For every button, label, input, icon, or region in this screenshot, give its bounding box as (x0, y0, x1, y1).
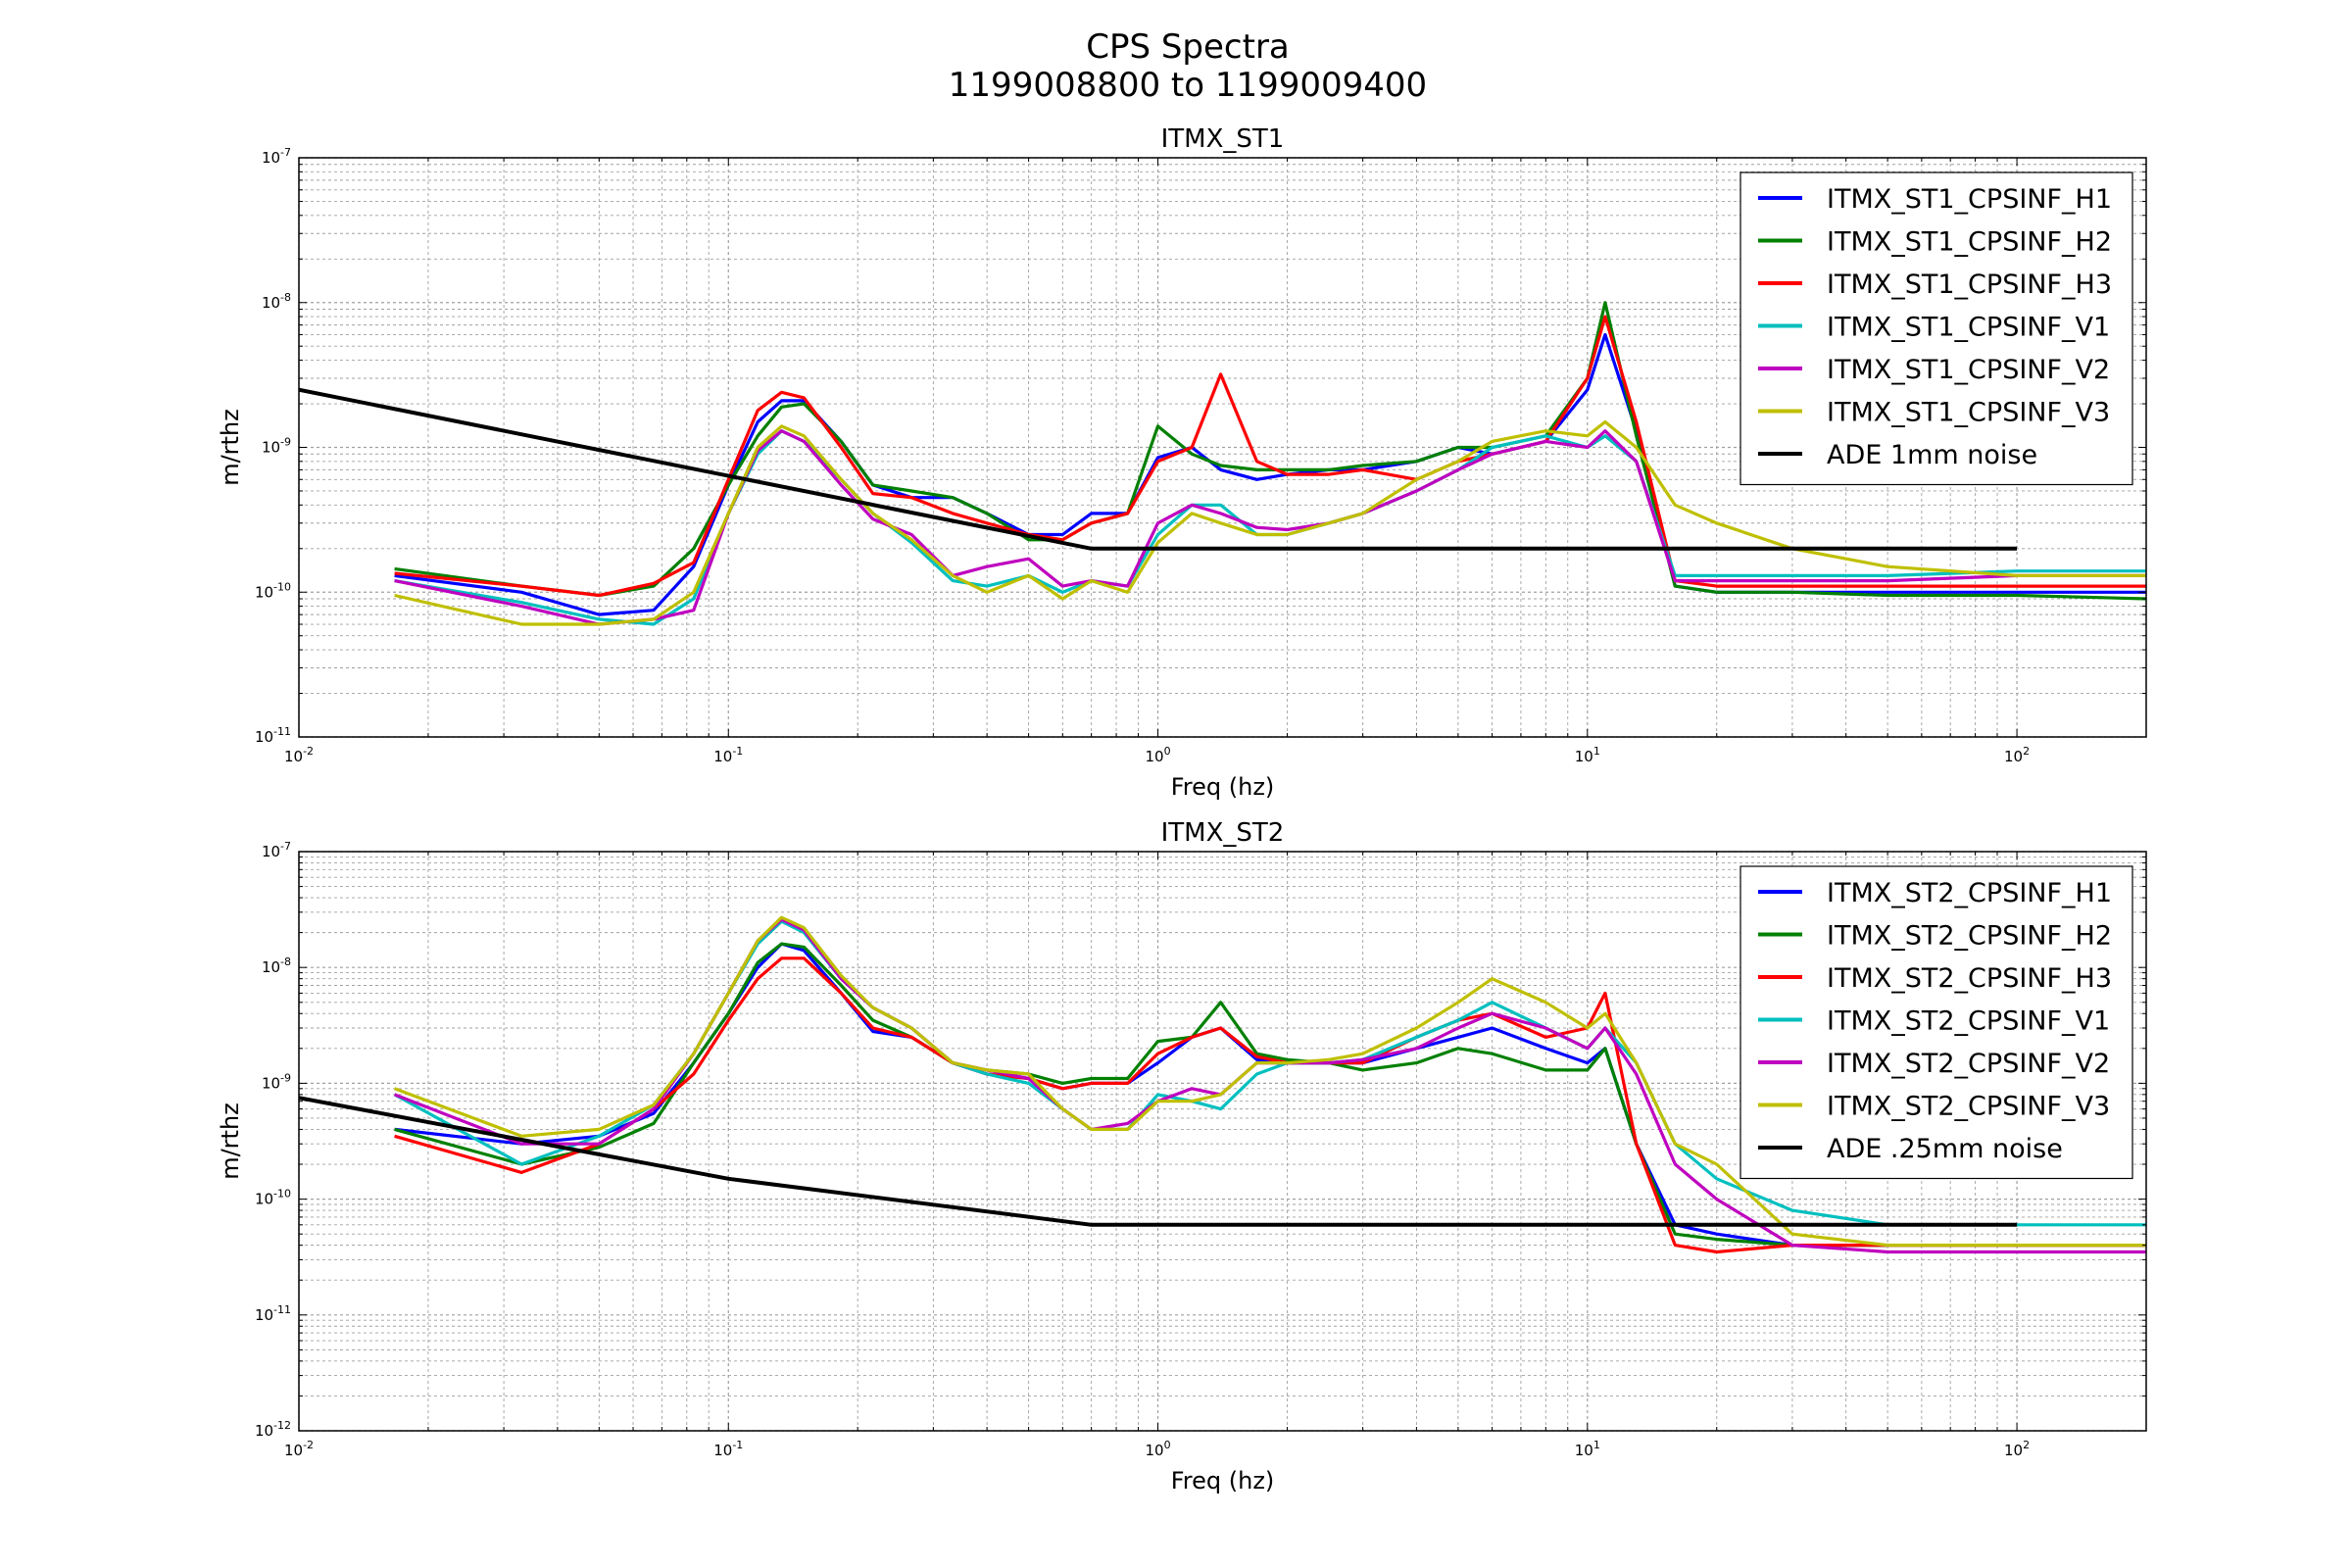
x-tick-label: 101 (1575, 1439, 1600, 1459)
legend-label: ITMX_ST2_CPSINF_V3 (1827, 1092, 2110, 1122)
subplot-title: ITMX_ST1 (1161, 124, 1285, 154)
y-axis-label: m/rthz (217, 409, 244, 486)
y-tick-label: 10-10 (255, 580, 291, 601)
legend-label: ITMX_ST1_CPSINF_H2 (1827, 227, 2112, 258)
x-axis-label: Freq (hz) (1171, 773, 1275, 801)
legend-label: ITMX_ST2_CPSINF_H1 (1827, 878, 2112, 908)
y-tick-label: 10-9 (262, 436, 291, 457)
legend-label: ITMX_ST1_CPSINF_V3 (1827, 398, 2110, 428)
series-line-itmx-st1-cpsinf-h3 (394, 315, 2146, 598)
legend-label: ITMX_ST1_CPSINF_H1 (1827, 184, 2112, 215)
y-tick-label: 10-8 (262, 291, 291, 312)
y-tick-label: 10-9 (262, 1071, 291, 1092)
tick-marks (298, 157, 2147, 738)
x-tick-label: 10-1 (713, 745, 743, 765)
y-tick-label: 10-11 (255, 1303, 291, 1324)
legend: ITMX_ST2_CPSINF_H1 ITMX_ST2_CPSINF_H2 ITMX… (1740, 865, 2133, 1180)
y-tick-label: 10-7 (262, 840, 291, 860)
x-tick-label: 102 (2004, 745, 2030, 765)
x-tick-label: 100 (1145, 1439, 1170, 1459)
y-axis-label: m/rthz (217, 1102, 244, 1180)
series-line-itmx-st2-cpsinf-v3 (394, 915, 2146, 1248)
series-line-itmx-st1-cpsinf-v2 (394, 429, 2146, 626)
y-tick-label: 10-12 (255, 1419, 291, 1440)
legend-label: ITMX_ST2_CPSINF_V1 (1827, 1006, 2110, 1037)
series-line-itmx-st2-cpsinf-h3 (394, 956, 2146, 1254)
legend-box (1740, 865, 2133, 1180)
x-tick-label: 10-2 (284, 1439, 314, 1459)
y-tick-label: 10-11 (255, 725, 291, 746)
grid (298, 157, 2147, 738)
x-tick-label: 10-2 (284, 745, 314, 765)
series-group (299, 915, 2146, 1254)
figure-title-line1: CPS Spectra (1086, 27, 1290, 67)
y-tick-label: 10-8 (262, 956, 291, 976)
series-line-ade-1mm-noise (299, 387, 2018, 551)
plot-frame (298, 851, 2147, 1432)
x-tick-label: 101 (1575, 745, 1600, 765)
legend-label: ADE 1mm noise (1827, 440, 2037, 470)
series-line-ade-25mm-noise (299, 1096, 2018, 1227)
x-tick-label: 102 (2004, 1439, 2030, 1459)
legend-label: ITMX_ST1_CPSINF_H3 (1827, 270, 2112, 300)
figure-title-line2: 1199008800 to 1199009400 (949, 66, 1427, 105)
subplot-itmx-st1: 10-2 10-1 100 101 102 10-11 10-10 10-9 10-8 10-7 I… (217, 124, 2147, 801)
legend-label: ITMX_ST2_CPSINF_H3 (1827, 963, 2112, 994)
legend-label: ITMX_ST2_CPSINF_H2 (1827, 921, 2112, 952)
legend-label: ITMX_ST1_CPSINF_V1 (1827, 313, 2110, 343)
y-tick-label: 10-10 (255, 1188, 291, 1208)
legend-label: ITMX_ST1_CPSINF_V2 (1827, 355, 2110, 385)
tick-marks (298, 851, 2147, 1432)
series-line-itmx-st1-cpsinf-h2 (394, 301, 2146, 601)
subplot-itmx-st2: 10-2 10-1 100 101 102 10-12 10-11 10-10 10-9 10-8… (217, 818, 2147, 1494)
legend-label: ADE .25mm noise (1827, 1134, 2063, 1164)
legend-label: ITMX_ST2_CPSINF_V2 (1827, 1049, 2110, 1079)
subplot-title: ITMX_ST2 (1161, 818, 1285, 848)
series-line-itmx-st1-cpsinf-v3 (394, 419, 2146, 626)
x-tick-label: 100 (1145, 745, 1170, 765)
legend: ITMX_ST1_CPSINF_H1 ITMX_ST1_CPSINF_H2 ITMX… (1740, 172, 2133, 486)
legend-box (1740, 172, 2133, 486)
x-tick-label: 10-1 (713, 1439, 743, 1459)
series-group (299, 301, 2146, 626)
x-axis-label: Freq (hz) (1171, 1467, 1275, 1494)
y-tick-label: 10-7 (262, 146, 291, 167)
series-line-itmx-st2-cpsinf-h2 (394, 942, 2146, 1248)
